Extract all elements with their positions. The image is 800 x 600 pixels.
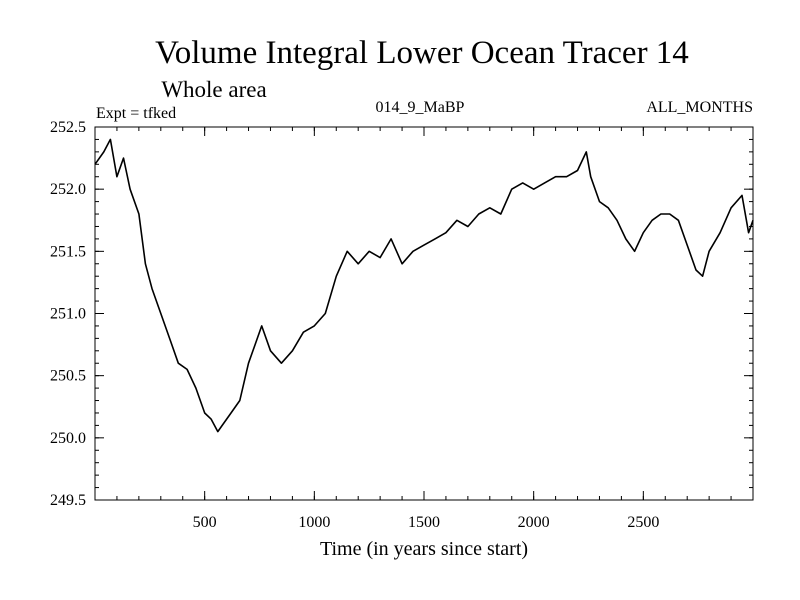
y-tick-label: 252.0 (50, 181, 86, 198)
x-axis-label: Time (in years since start) (320, 538, 528, 560)
y-tick-label: 251.5 (50, 243, 86, 260)
y-tick-labels: 249.5 250.0 250.5 251.0 251.5 252.0 252.5 (50, 119, 86, 509)
chart-title: Volume Integral Lower Ocean Tracer 14 (155, 35, 689, 71)
x-tick-label: 2500 (627, 514, 659, 531)
experiment-label: Expt = tfked (96, 105, 176, 122)
chart-subtitle: Whole area (161, 77, 266, 102)
run-label: 014_9_MaBP (376, 99, 465, 116)
y-tick-label: 249.5 (50, 492, 86, 509)
y-tick-label: 250.0 (50, 430, 86, 447)
series-line (94, 138, 754, 433)
x-tick-label: 2000 (518, 514, 550, 531)
y-tick-label: 251.0 (50, 306, 86, 323)
y-tick-label: 252.5 (50, 119, 86, 136)
plot-frame (94, 126, 754, 501)
tick-marks (94, 126, 754, 501)
x-tick-label: 1500 (408, 514, 440, 531)
x-tick-label: 500 (193, 514, 217, 531)
x-tick-labels: 500 1000 1500 2000 2500 (193, 514, 660, 531)
x-tick-label: 1000 (298, 514, 330, 531)
months-label: ALL_MONTHS (646, 99, 753, 116)
y-tick-label: 250.5 (50, 368, 86, 385)
